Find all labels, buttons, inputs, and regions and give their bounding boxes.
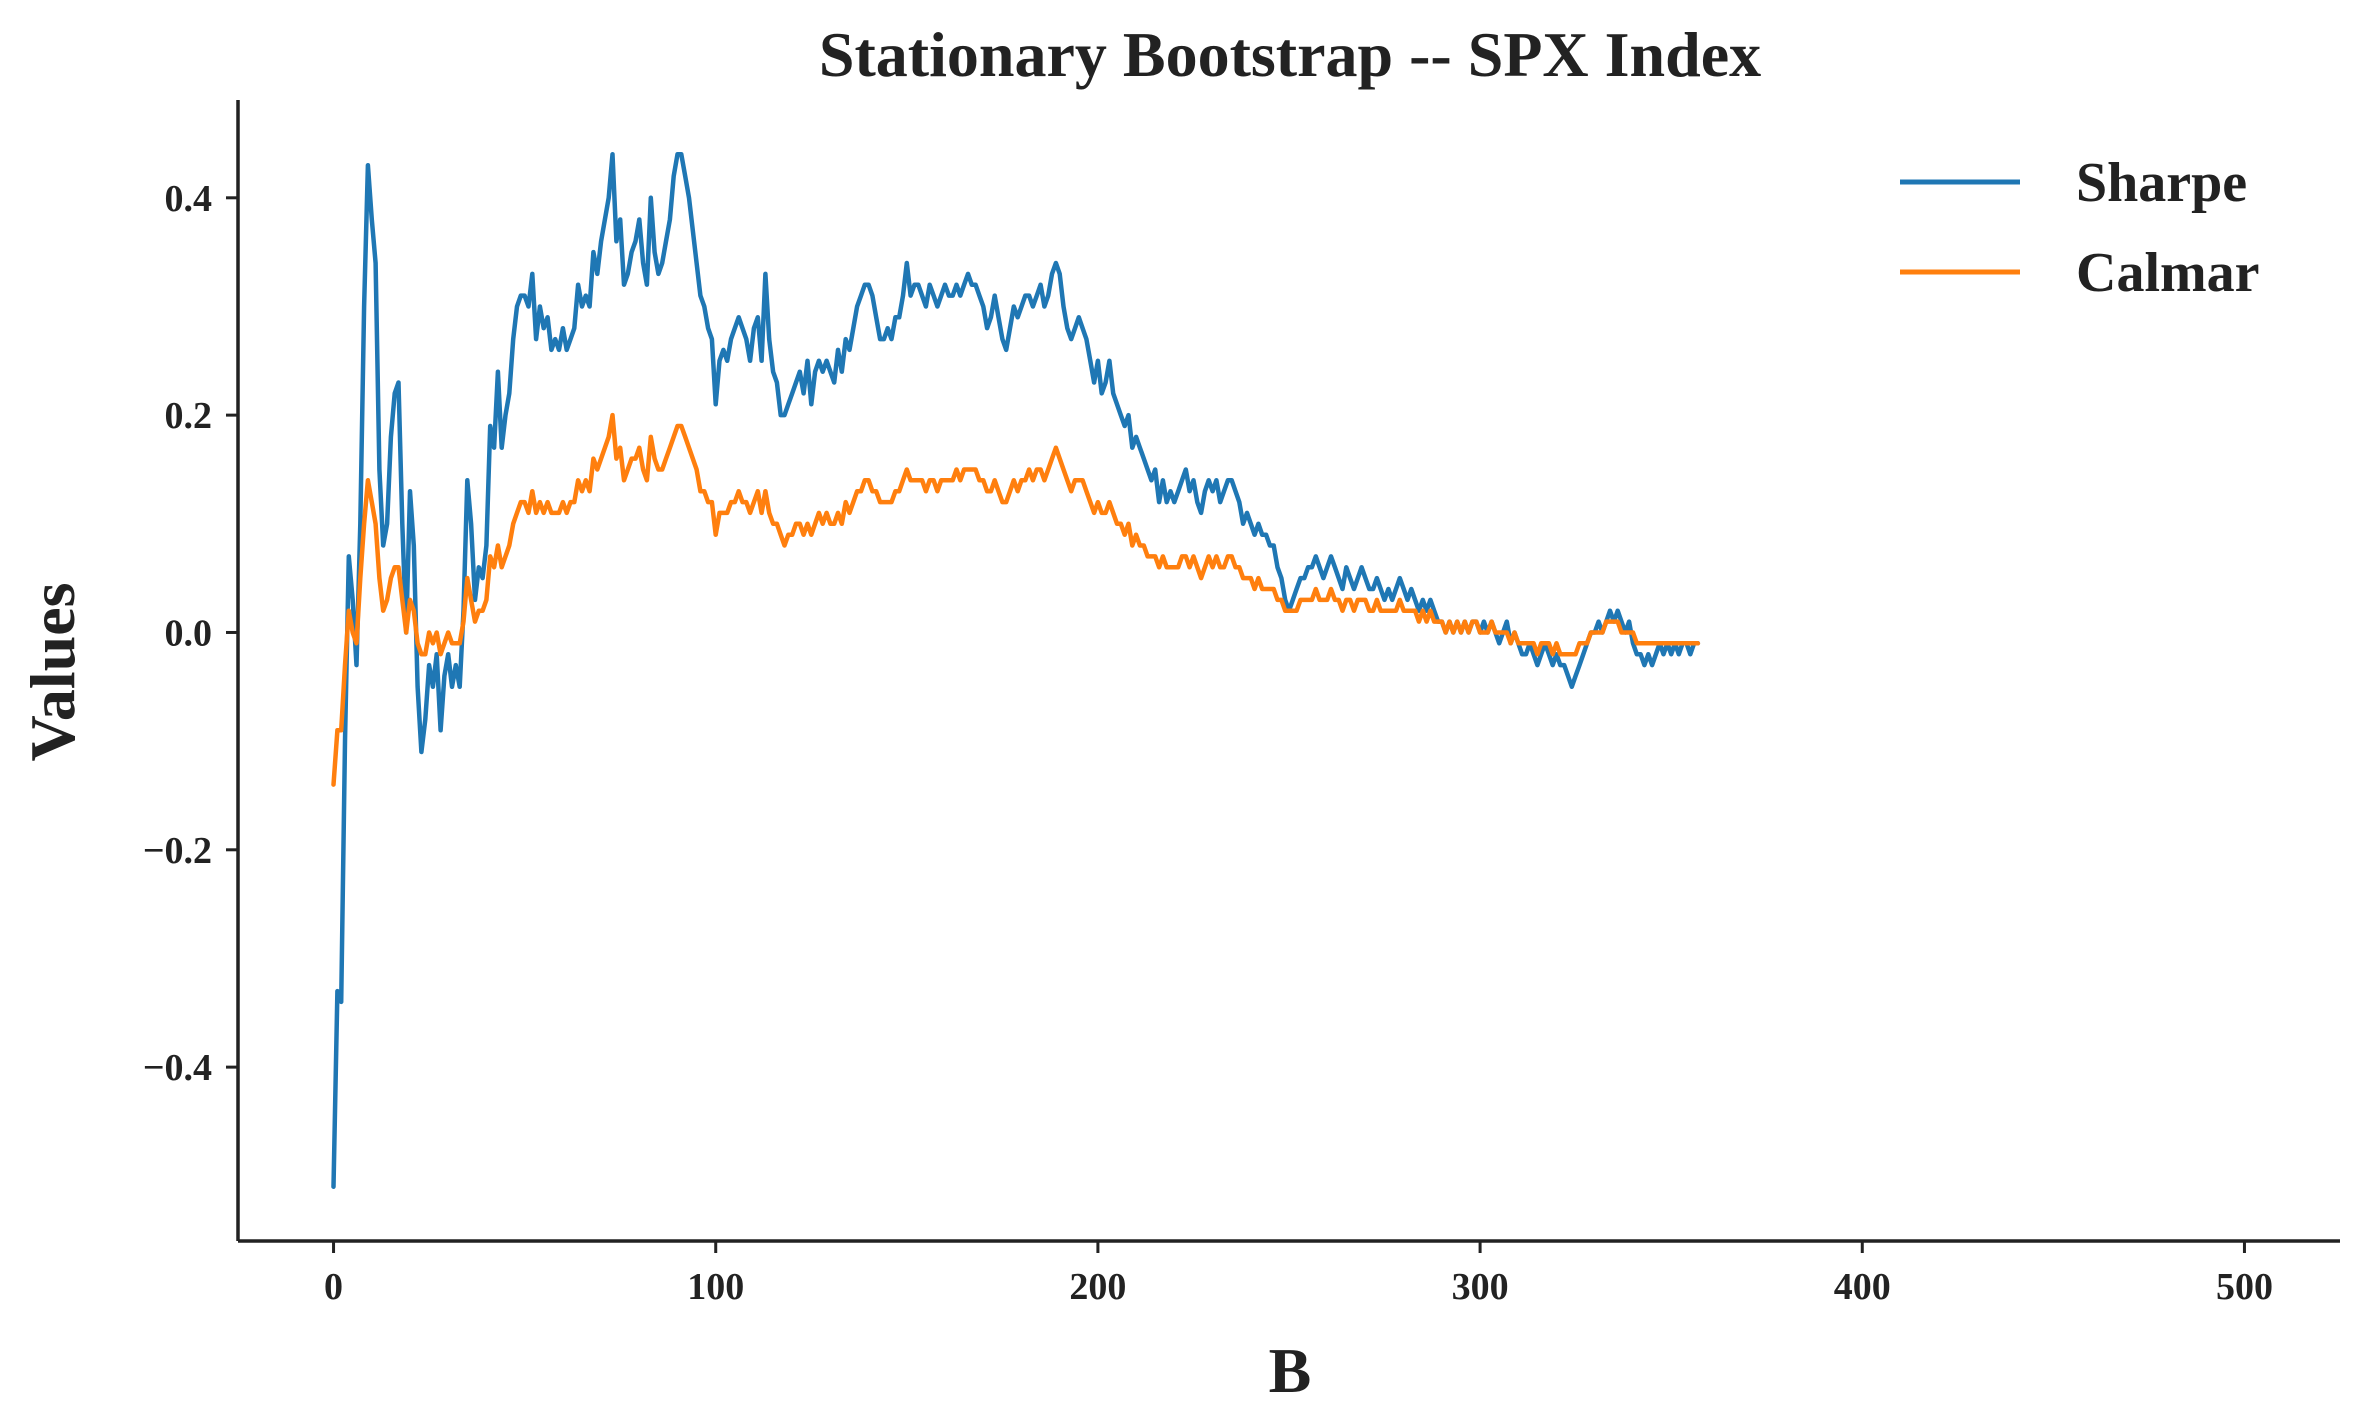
y-tick-label-0: −0.4 [143,1047,212,1089]
y-tick-label-4: 0.4 [165,178,213,220]
axes: 0 100 200 300 400 500 −0.4 −0.2 0.0 0.2 0.4 [143,100,2340,1308]
series-line-sharpe [331,152,1701,1189]
x-tick-label-0: 0 [324,1266,343,1308]
x-tick-label-4: 400 [1834,1266,1891,1308]
chart-title: Stationary Bootstrap -- SPX Index [819,19,1761,90]
legend: Sharpe Calmar [1900,152,2260,304]
legend-label-calmar: Calmar [2076,242,2260,304]
x-tick-label-2: 200 [1069,1266,1126,1308]
x-tick-label-1: 100 [687,1266,744,1308]
x-tick-label-5: 500 [2216,1266,2273,1308]
series-line-calmar [331,412,1701,787]
plot-series [331,152,1701,1189]
y-tick-label-3: 0.2 [165,395,213,437]
legend-label-sharpe: Sharpe [2076,152,2247,214]
y-tick-label-2: 0.0 [165,612,213,654]
x-axis-label: B [1269,1335,1312,1406]
y-ticks: −0.4 −0.2 0.0 0.2 0.4 [143,178,238,1089]
y-axis-label: Values [17,582,88,761]
y-tick-label-1: −0.2 [143,830,212,872]
x-ticks: 0 100 200 300 400 500 [324,1241,2273,1308]
x-tick-label-3: 300 [1452,1266,1509,1308]
